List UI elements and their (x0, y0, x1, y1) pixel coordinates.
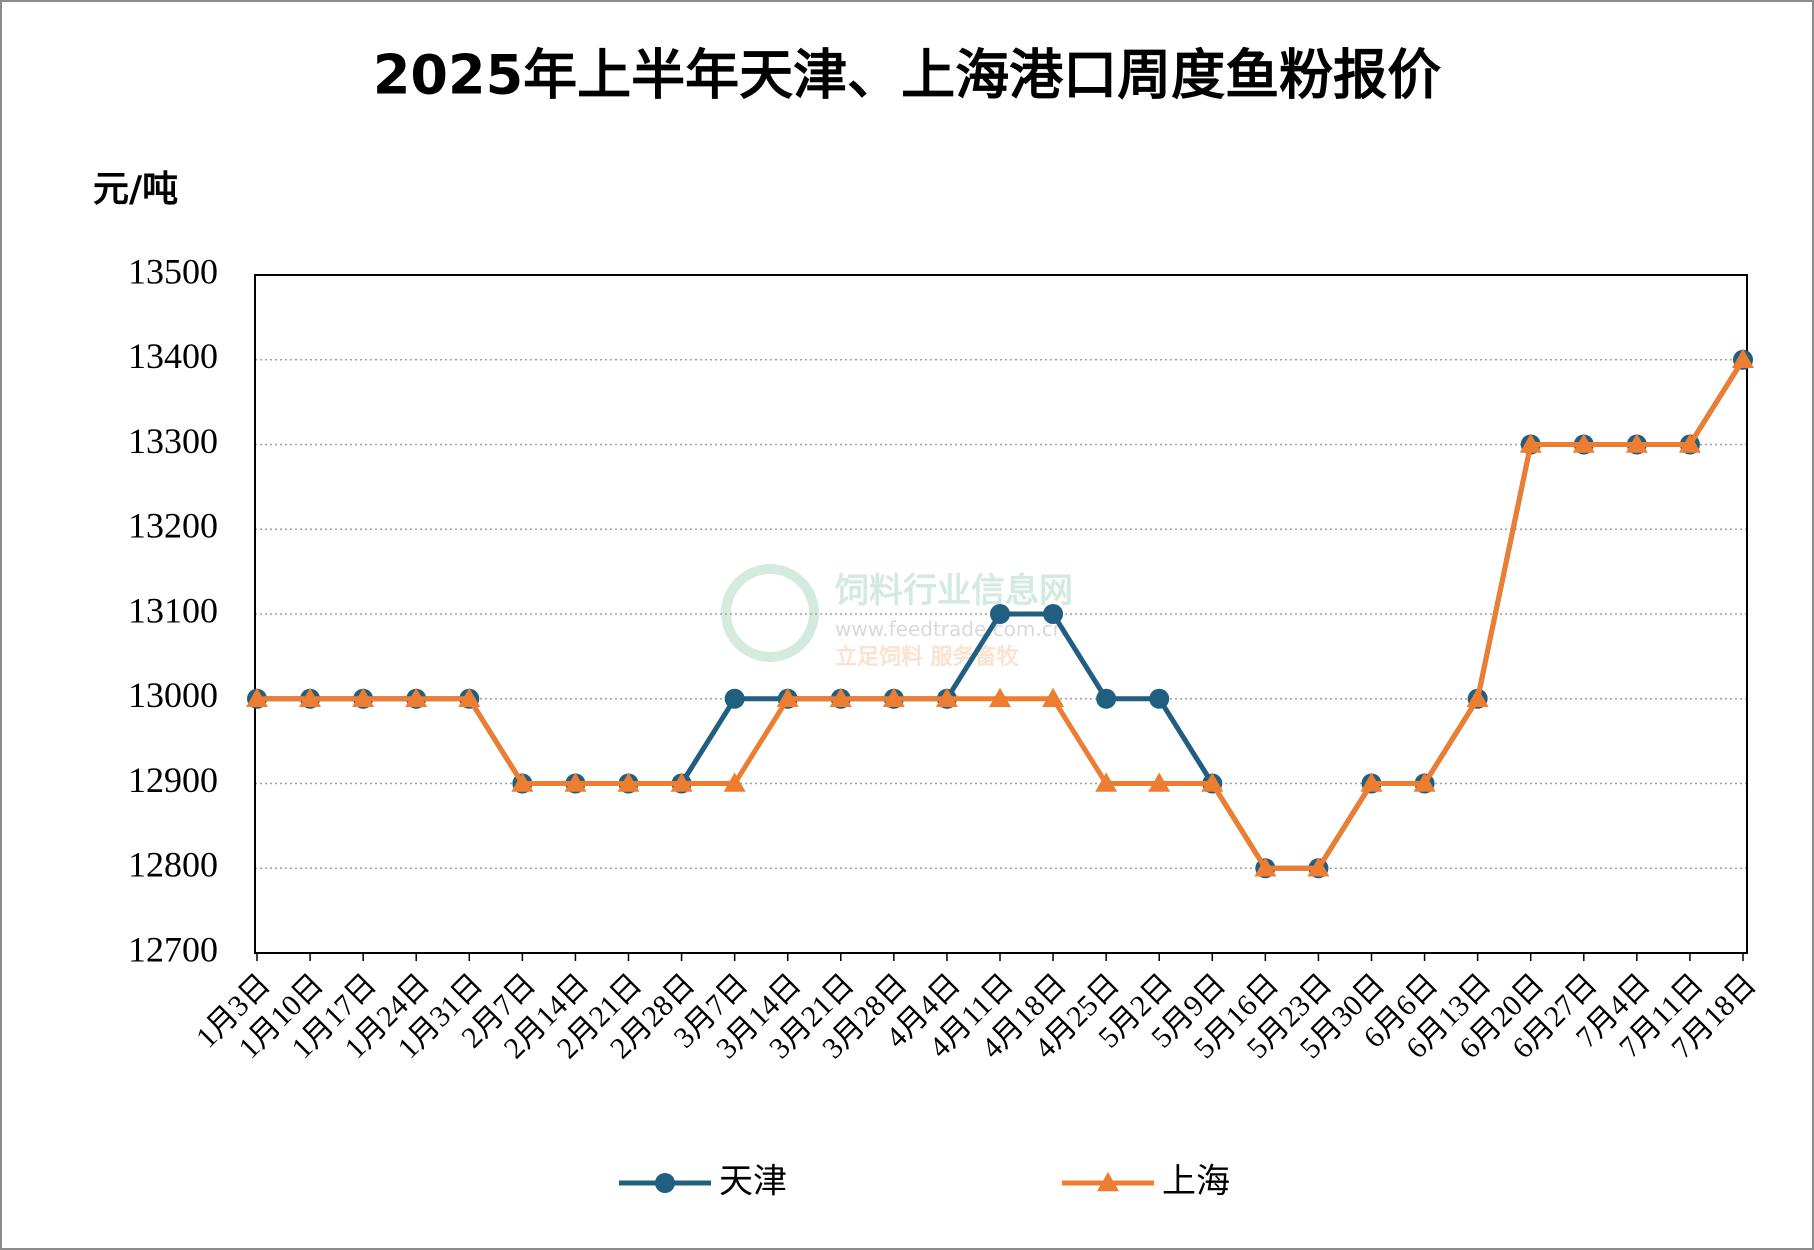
data-point (1148, 772, 1171, 792)
data-point (1096, 688, 1117, 709)
data-point (724, 688, 745, 709)
data-point (1307, 857, 1330, 877)
data-point (1254, 857, 1277, 877)
data-point (989, 687, 1011, 707)
y-tick-label: 13200 (128, 506, 218, 546)
legend-label: 天津 (719, 1162, 787, 1202)
y-tick-label: 12900 (128, 760, 218, 800)
data-point (1042, 687, 1065, 707)
chart-title: 2025年上半年天津、上海港口周度鱼粉报价 (373, 44, 1441, 107)
y-tick-label: 13500 (128, 251, 218, 291)
data-point (1625, 433, 1648, 453)
data-point (564, 772, 587, 792)
y-tick-label: 12800 (128, 845, 218, 885)
y-axis-label: 元/吨 (93, 169, 178, 210)
data-point (246, 687, 268, 707)
data-point (1149, 688, 1170, 709)
watermark-slogan: 立足饲料 服务畜牧 (835, 644, 1020, 670)
data-point (935, 687, 958, 707)
data-point (1519, 433, 1542, 453)
data-point (670, 772, 693, 792)
legend-label: 上海 (1162, 1162, 1230, 1202)
data-point (1466, 687, 1489, 707)
data-point (1732, 348, 1754, 368)
y-tick-label: 13100 (128, 590, 218, 630)
data-point (990, 604, 1010, 624)
data-point (352, 687, 375, 707)
data-point (776, 687, 799, 707)
data-point (723, 772, 746, 792)
watermark-url: www.feedtrade.com.cn (835, 617, 1065, 641)
data-point (458, 687, 481, 707)
y-tick-label: 13000 (128, 675, 218, 715)
data-point (1413, 772, 1436, 792)
data-point (405, 687, 428, 707)
y-tick-label: 12700 (128, 929, 218, 969)
y-tick-label: 13300 (128, 421, 218, 461)
watermark-name: 饲料行业信息网 (835, 571, 1073, 611)
data-point (617, 772, 640, 792)
data-point (1095, 772, 1118, 792)
plot-frame (254, 274, 1748, 954)
data-point (1043, 604, 1064, 624)
y-tick-label: 13400 (128, 336, 218, 376)
data-point (511, 772, 534, 792)
data-point (1360, 772, 1383, 792)
watermark: 饲料行业信息网 www.feedtrade.com.cn 立足饲料 服务畜牧 (721, 564, 1073, 670)
legend-marker (1097, 1172, 1119, 1192)
data-point (829, 687, 852, 707)
legend-marker (655, 1173, 675, 1193)
data-point (882, 687, 905, 707)
watermark-logo (721, 564, 819, 662)
data-point (299, 687, 322, 707)
data-point (1572, 433, 1595, 453)
data-point (1678, 433, 1701, 453)
data-point (1201, 772, 1224, 792)
